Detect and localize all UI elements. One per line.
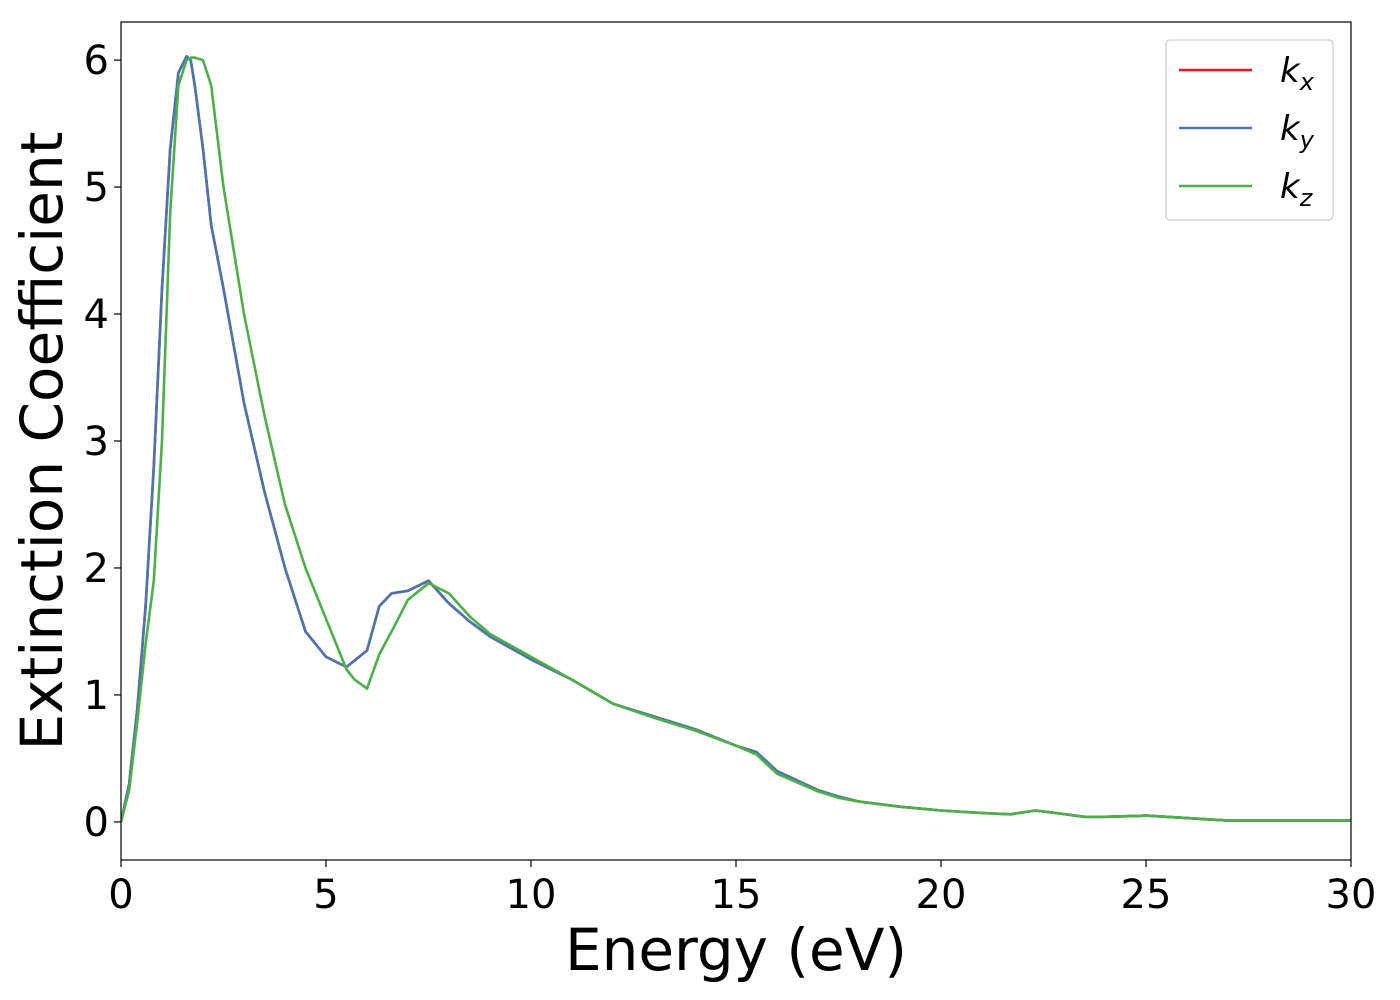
y-tick-label: 3 (84, 419, 109, 465)
legend-box (1165, 39, 1334, 221)
legend-label-y: ky (1280, 109, 1315, 154)
y-tick-label: 6 (84, 38, 109, 84)
y-tick-label: 2 (84, 546, 109, 592)
legend: kx ky kz (1165, 39, 1334, 221)
series-line-z (121, 56, 1351, 823)
x-tick-label: 0 (108, 872, 133, 918)
series-layer (121, 55, 1351, 823)
legend-label-x: kx (1280, 51, 1315, 96)
x-tick-label: 20 (916, 872, 967, 918)
x-tick-label: 25 (1121, 872, 1172, 918)
x-axis-title: Energy (eV) (565, 916, 907, 984)
x-tick-label: 5 (313, 872, 338, 918)
legend-label-z: kz (1280, 167, 1314, 212)
y-tick-label: 4 (84, 292, 109, 338)
y-tick-label: 1 (84, 673, 109, 719)
y-tick-label: 5 (84, 165, 109, 211)
x-tick-label: 30 (1326, 872, 1377, 918)
x-tick-label: 10 (506, 872, 557, 918)
x-tick-label: 15 (711, 872, 762, 918)
y-tick-label: 0 (84, 800, 109, 846)
x-axis: 0 5 10 15 20 25 30 (108, 860, 1376, 918)
y-axis-title: Extinction Coefficient (8, 132, 76, 751)
y-axis: 0 1 2 3 4 5 6 (84, 38, 121, 846)
